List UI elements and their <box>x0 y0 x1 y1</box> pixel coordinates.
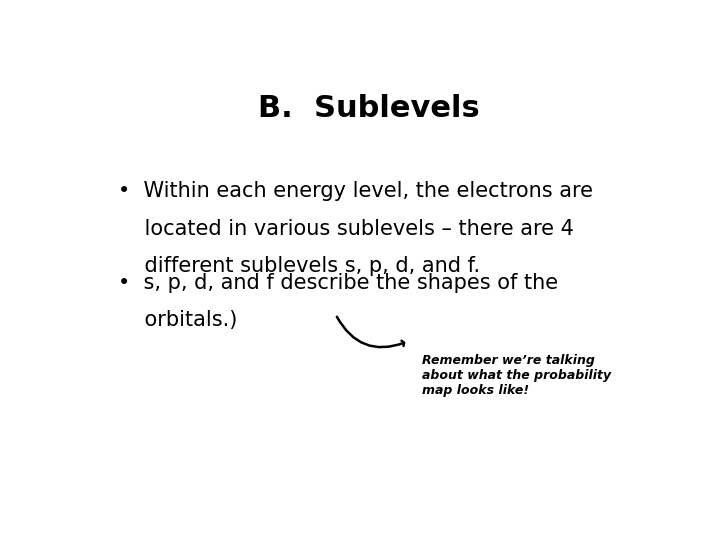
Text: orbitals.): orbitals.) <box>118 310 238 330</box>
Text: different sublevels s, p, d, and f.: different sublevels s, p, d, and f. <box>118 256 480 276</box>
Text: Remember we’re talking
about what the probability
map looks like!: Remember we’re talking about what the pr… <box>422 354 611 397</box>
Text: located in various sublevels – there are 4: located in various sublevels – there are… <box>118 219 574 239</box>
Text: •  Within each energy level, the electrons are: • Within each energy level, the electron… <box>118 181 593 201</box>
Text: B.  Sublevels: B. Sublevels <box>258 94 480 123</box>
Text: •  s, p, d, and f describe the shapes of the: • s, p, d, and f describe the shapes of … <box>118 273 558 293</box>
